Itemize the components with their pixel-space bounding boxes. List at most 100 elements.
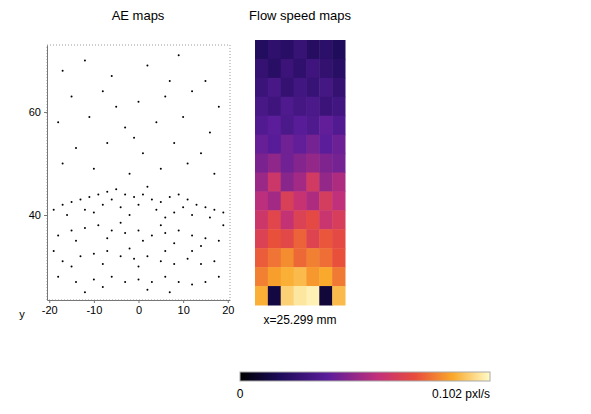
point [106, 237, 108, 239]
point [160, 224, 162, 226]
point [155, 121, 157, 123]
figure: AE maps-20-10010204060yFlow speed mapsx=… [0, 0, 591, 414]
cell [255, 191, 268, 210]
point [93, 253, 95, 255]
cell [332, 40, 345, 59]
cell [332, 59, 345, 78]
cell [255, 135, 268, 154]
cell [255, 267, 268, 286]
point [62, 162, 64, 164]
point [75, 147, 77, 149]
y-axis: 40 60 [29, 46, 48, 301]
tick-label: -20 [42, 304, 58, 316]
point [124, 232, 126, 234]
point [164, 217, 166, 219]
point [138, 278, 140, 280]
tick: -20 [42, 300, 58, 316]
point [164, 250, 166, 252]
points [53, 54, 225, 293]
cell [332, 248, 345, 267]
colorbar [240, 372, 490, 381]
point [178, 281, 180, 283]
annotation: x=25.299 mm [263, 313, 336, 327]
cell [281, 229, 294, 248]
cell [306, 210, 319, 229]
point [71, 266, 73, 268]
cell [268, 229, 281, 248]
tick-label: 40 [29, 209, 41, 221]
point [75, 281, 77, 283]
point [129, 214, 131, 216]
point [155, 209, 157, 211]
point [93, 168, 95, 170]
cell [255, 97, 268, 116]
point [173, 263, 175, 265]
tick-mark [44, 215, 47, 216]
cell [319, 191, 332, 210]
point [187, 199, 189, 201]
cell [268, 267, 281, 286]
x-axis: -20-1001020 [42, 300, 235, 316]
tick-label: 60 [29, 106, 41, 118]
cell [281, 267, 294, 286]
point [57, 235, 59, 237]
cell [294, 97, 307, 116]
point [138, 101, 140, 103]
point [191, 250, 193, 252]
cell [281, 173, 294, 192]
tick: 0 [136, 300, 142, 316]
point [142, 240, 144, 242]
tick: 40 [29, 209, 47, 221]
point [79, 199, 81, 201]
cell [294, 286, 307, 305]
cell [306, 40, 319, 59]
cell [332, 191, 345, 210]
tick: 10 [178, 300, 190, 316]
cell [281, 191, 294, 210]
cell [319, 97, 332, 116]
point [218, 276, 220, 278]
tick-mark [228, 300, 229, 303]
point [111, 199, 113, 201]
point [62, 260, 64, 262]
cell [268, 97, 281, 116]
point [84, 209, 86, 211]
point [75, 240, 77, 242]
cell [255, 229, 268, 248]
cell [306, 78, 319, 97]
point [204, 80, 206, 82]
cell [319, 116, 332, 135]
cell [306, 173, 319, 192]
axis-line [47, 46, 48, 301]
point [129, 247, 131, 249]
cell [294, 116, 307, 135]
point [200, 245, 202, 247]
point [164, 96, 166, 98]
point [53, 209, 55, 211]
point [111, 229, 113, 231]
cell [319, 135, 332, 154]
point [133, 137, 135, 139]
cell [319, 78, 332, 97]
tick-label: 10 [178, 304, 190, 316]
tick: 60 [29, 106, 47, 118]
cell [306, 116, 319, 135]
point [97, 224, 99, 226]
cell [255, 78, 268, 97]
cell [306, 135, 319, 154]
point [218, 106, 220, 108]
point [204, 237, 206, 239]
cell [268, 40, 281, 59]
cell [281, 210, 294, 229]
point [178, 54, 180, 56]
point [84, 291, 86, 293]
cell [294, 173, 307, 192]
point [200, 263, 202, 265]
point [173, 142, 175, 144]
cell [332, 97, 345, 116]
point [213, 260, 215, 262]
cell [319, 154, 332, 173]
cell [319, 286, 332, 305]
cell [255, 40, 268, 59]
cell [268, 173, 281, 192]
